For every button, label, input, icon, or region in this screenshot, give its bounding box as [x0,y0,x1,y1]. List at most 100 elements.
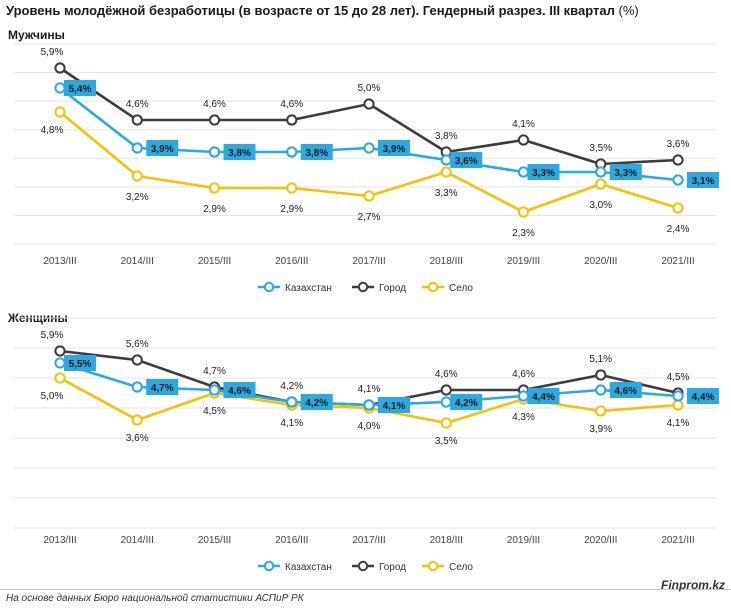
x-tick-label: 2016/III [275,535,308,546]
data-label-city: 3,8% [435,131,458,142]
data-label-box-kazakhstan [687,172,719,188]
data-point-village [363,190,375,202]
x-tick-label: 2013/III [43,535,76,546]
chart-men: 2013/III 2014/III 2015/III 2016/III 2017/III… [14,43,719,294]
data-label-city: 5,0% [358,83,381,94]
data-point-village [131,414,143,426]
data-point-city [517,134,530,146]
data-point-city [131,114,143,126]
data-label-box-kazakhstan [527,164,560,180]
data-point-kazakhstan [517,390,530,402]
data-point-village [440,417,452,429]
page-title-unit: (%) [618,3,639,18]
data-label-village: 3,0% [589,200,612,211]
legend-item-village: Село [422,281,473,294]
data-labels-village: 5,0%3,6%4,5%4,1% 4,0%3,5%4,3%3,9%4,1% [41,391,690,447]
data-label-city: 4,7% [203,366,226,377]
data-point-village [595,178,607,190]
data-label-village: 4,0% [358,421,381,432]
data-point-city [286,114,298,126]
series-points-village [54,106,684,218]
data-label-city: 4,6% [512,369,535,380]
legend-item-kazakhstan: Казахстан [258,560,332,573]
data-point-kazakhstan [131,381,143,393]
data-point-village [517,206,530,218]
x-tick-label: 2019/III [507,256,540,267]
data-label-kazakhstan: 3,3% [614,168,637,179]
gridlines [14,43,716,245]
data-label-box-kazakhstan [146,379,179,395]
data-point-city [440,384,452,396]
data-point-kazakhstan [131,142,143,154]
legend-swatch-marker [427,281,439,293]
data-point-village [595,405,607,417]
data-label-kazakhstan: 3,8% [228,148,251,159]
data-label-kazakhstan: 3,3% [532,168,555,179]
data-point-kazakhstan [440,154,452,166]
x-tick-label: 2019/III [507,535,540,546]
data-label-box-kazakhstan [378,397,410,413]
data-label-village: 2,4% [667,224,690,235]
data-label-kazakhstan: 3,8% [305,148,328,159]
x-tick-label: 2016/III [275,256,308,267]
legend-swatch-marker [357,281,369,293]
x-tick-label: 2015/III [198,256,231,267]
chart-women: 2013/III 2014/III 2015/III 2016/III 2017/III… [14,317,719,573]
data-label-village: 5,0% [41,391,64,402]
data-point-kazakhstan [363,142,375,154]
legend: Казахстан Город Село [258,281,473,294]
data-label-kazakhstan: 3,1% [692,176,715,187]
x-axis-ticks: 2013/III 2014/III 2015/III 2016/III 2017/III… [43,535,694,546]
data-label-city: 4,5% [667,372,690,383]
data-label-city: 5,1% [589,354,612,365]
x-tick-label: 2014/III [121,535,154,546]
legend-item-village: Село [422,560,473,573]
data-label-city: 4,1% [358,384,381,395]
data-label-box-kazakhstan [450,394,483,410]
data-label-box-kazakhstan [223,382,256,398]
x-axis-ticks: 2013/III 2014/III 2015/III 2016/III 2017/III… [43,256,694,267]
data-label-box-kazakhstan [450,152,483,168]
data-label-city: 4,6% [280,99,303,110]
data-label-village: 4,3% [512,412,535,423]
data-point-village [672,399,684,411]
x-tick-label: 2017/III [352,535,385,546]
data-label-kazakhstan: 5,5% [69,359,92,370]
data-label-kazakhstan: 4,2% [455,398,478,409]
legend-swatch-marker [427,560,439,572]
gridlines [14,317,716,529]
data-point-kazakhstan [440,396,452,408]
data-label-kazakhstan: 3,6% [455,156,478,167]
data-point-city [672,154,684,166]
data-label-city: 4,6% [126,99,149,110]
data-labels-kazakhstan: 5,4% 3,9% 3,8% 3,8% 3,9% 3,6% 3,3% 3,3% 3,1% [64,80,719,188]
data-label-box-kazakhstan [527,388,560,404]
data-label-box-kazakhstan [609,382,642,398]
data-point-city [208,114,221,126]
data-point-village [54,372,66,384]
x-tick-label: 2013/III [43,256,76,267]
data-point-city [363,98,375,110]
data-label-kazakhstan: 5,4% [69,84,92,95]
data-label-city: 5,9% [41,47,64,58]
data-labels-city: 5,9% 5,6% 4,7% 4,2% 4,1% 4,6% 4,6% 5,1% 4,5% [41,330,690,395]
data-point-kazakhstan [286,396,298,408]
data-point-kazakhstan [208,146,221,158]
data-label-city: 5,6% [126,339,149,350]
legend-item-city: Город [352,281,406,294]
data-label-village: 2,9% [280,204,303,215]
x-tick-label: 2018/III [430,535,463,546]
legend-label: Село [449,283,473,294]
data-point-village [440,166,452,178]
legend-item-kazakhstan: Казахстан [258,281,332,294]
legend-label: Казахстан [285,283,332,294]
data-label-village: 3,6% [126,433,149,444]
data-label-kazakhstan: 3,9% [383,144,406,155]
data-label-village: 2,7% [358,212,381,223]
data-labels-kazakhstan: 5,5%4,7% 4,6%4,2% 4,1% 4,2%4,4%4,6%4,4% [64,355,719,413]
data-label-village: 4,1% [667,418,690,429]
legend-item-city: Город [352,560,406,573]
data-label-village: 4,8% [41,125,64,136]
data-label-box-kazakhstan [300,394,333,410]
legend-swatch-marker [357,560,369,572]
